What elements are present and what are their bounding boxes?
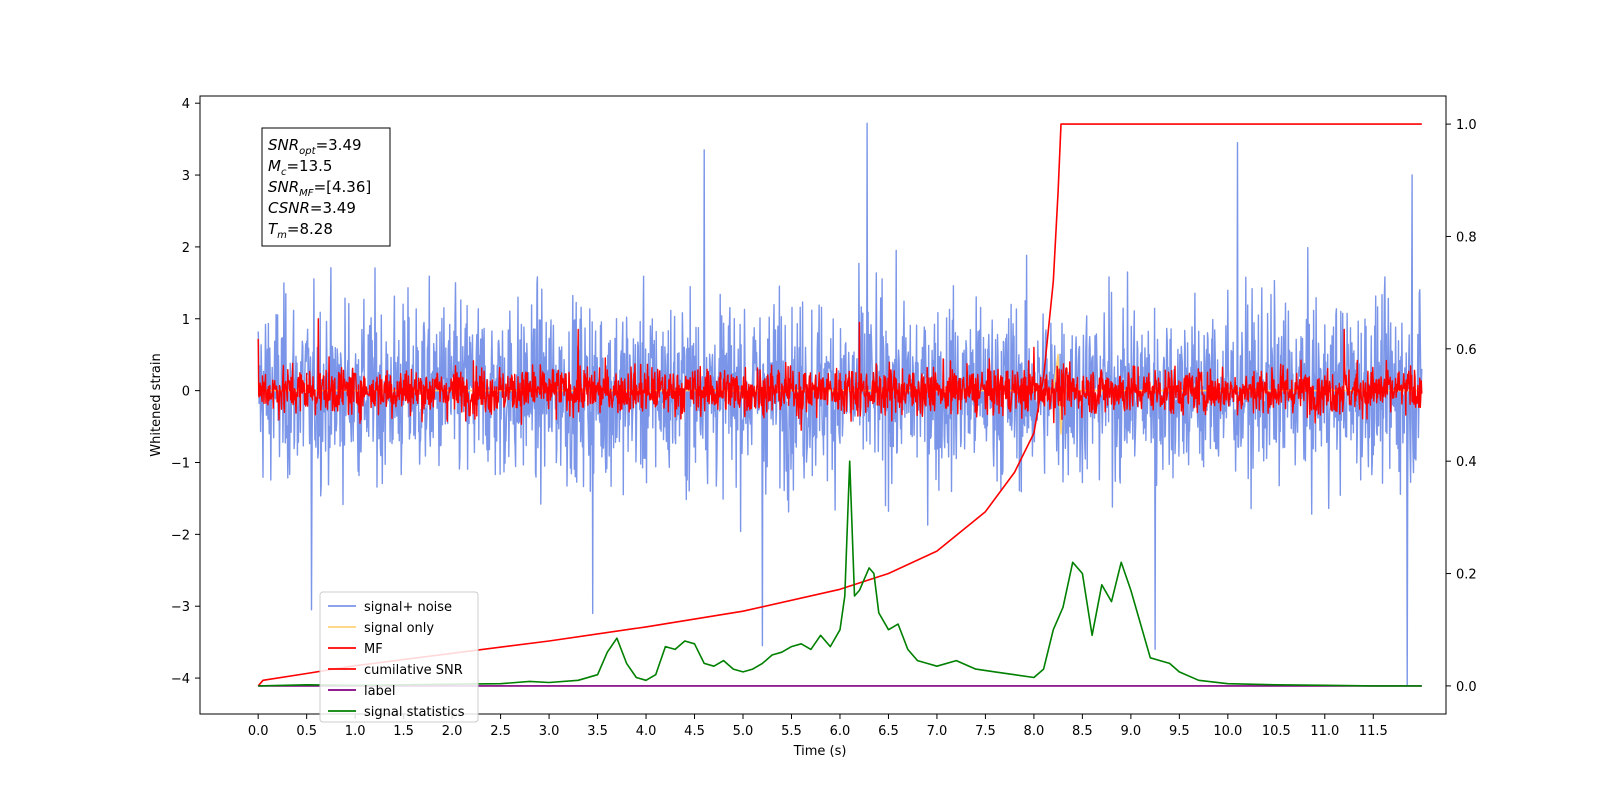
y-axis-label: Whitened strain <box>149 353 164 456</box>
x-tick-label: 9.0 <box>1121 724 1142 739</box>
x-tick-label: 4.5 <box>684 724 705 739</box>
x-tick-label: 2.0 <box>442 724 463 739</box>
y-left-tick-label: 3 <box>182 169 190 184</box>
y-left-tick-label: −3 <box>171 600 190 615</box>
y-left-tick-label: 1 <box>182 313 190 328</box>
legend: signal+ noise signal only MF cumilative SNR… <box>319 591 479 723</box>
x-tick-label: 3.5 <box>587 724 608 739</box>
y-right-tick-label: 0.4 <box>1456 455 1477 470</box>
x-tick-label: 0.5 <box>296 724 317 739</box>
x-tick-label: 10.5 <box>1262 724 1291 739</box>
legend-label-cumilative-snr: cumilative SNR <box>364 663 463 678</box>
x-tick-label: 5.0 <box>733 724 754 739</box>
annotation-line: CSNR=3.49 <box>268 199 356 217</box>
y-axis-left: 4 3 2 1 0 −1 −2 −3 −4 <box>171 97 200 687</box>
y-left-tick-label: −2 <box>171 528 190 543</box>
annotation-line: Mc=13.5 <box>268 157 332 178</box>
x-tick-label: 6.5 <box>878 724 899 739</box>
x-tick-label: 4.0 <box>636 724 657 739</box>
legend-frame <box>319 591 479 723</box>
x-tick-label: 8.0 <box>1024 724 1045 739</box>
y-right-tick-label: 0.8 <box>1456 230 1477 245</box>
y-right-tick-label: 0.2 <box>1456 568 1477 583</box>
y-axis-right: 0.0 0.2 0.4 0.6 0.8 1.0 <box>1446 118 1477 695</box>
series-line-signal-statistics <box>258 460 1422 687</box>
x-tick-label: 11.0 <box>1310 724 1339 739</box>
x-tick-label: 0.0 <box>248 724 269 739</box>
legend-label-signal-only: signal only <box>364 621 434 636</box>
x-tick-label: 11.5 <box>1359 724 1388 739</box>
y-right-tick-label: 0.6 <box>1456 343 1477 358</box>
annotation-line: Tm=8.28 <box>268 220 333 241</box>
x-tick-label: 2.5 <box>490 724 511 739</box>
legend-label-label: label <box>364 684 395 699</box>
x-tick-label: 1.0 <box>345 724 366 739</box>
x-axis: 0.0 0.5 1.0 1.5 2.0 2.5 3.0 3.5 4.0 4.5 5.0 5.5 6.0 6… <box>248 714 1388 739</box>
y-right-tick-label: 0.0 <box>1456 680 1477 695</box>
x-tick-label: 10.0 <box>1213 724 1242 739</box>
y-left-tick-label: −4 <box>171 672 190 687</box>
x-axis-label: Time (s) <box>793 744 847 759</box>
annotation-frame <box>261 127 391 247</box>
x-tick-label: 8.5 <box>1072 724 1093 739</box>
x-tick-label: 5.5 <box>781 724 802 739</box>
y-left-tick-label: 4 <box>182 97 190 112</box>
x-tick-label: 7.5 <box>975 724 996 739</box>
y-left-tick-label: 2 <box>182 241 190 256</box>
series-line-mf <box>257 318 1423 431</box>
x-tick-label: 7.0 <box>927 724 948 739</box>
legend-label-signal-statistics: signal statistics <box>364 705 465 720</box>
x-tick-label: 3.0 <box>539 724 560 739</box>
x-tick-label: 1.5 <box>393 724 414 739</box>
annotation-line: SNRMF=[4.36] <box>268 178 371 199</box>
series-line-signal-noise <box>257 122 1423 686</box>
legend-label-mf: MF <box>364 642 383 657</box>
annotation-line: SNRopt=3.49 <box>268 136 362 157</box>
plot-frame <box>199 95 1447 715</box>
y-left-tick-label: 0 <box>182 385 190 400</box>
legend-label-signal-noise: signal+ noise <box>364 600 452 615</box>
y-left-tick-label: −1 <box>171 456 190 471</box>
x-tick-label: 6.0 <box>830 724 851 739</box>
y-right-tick-label: 1.0 <box>1456 118 1477 133</box>
x-tick-label: 9.5 <box>1169 724 1190 739</box>
